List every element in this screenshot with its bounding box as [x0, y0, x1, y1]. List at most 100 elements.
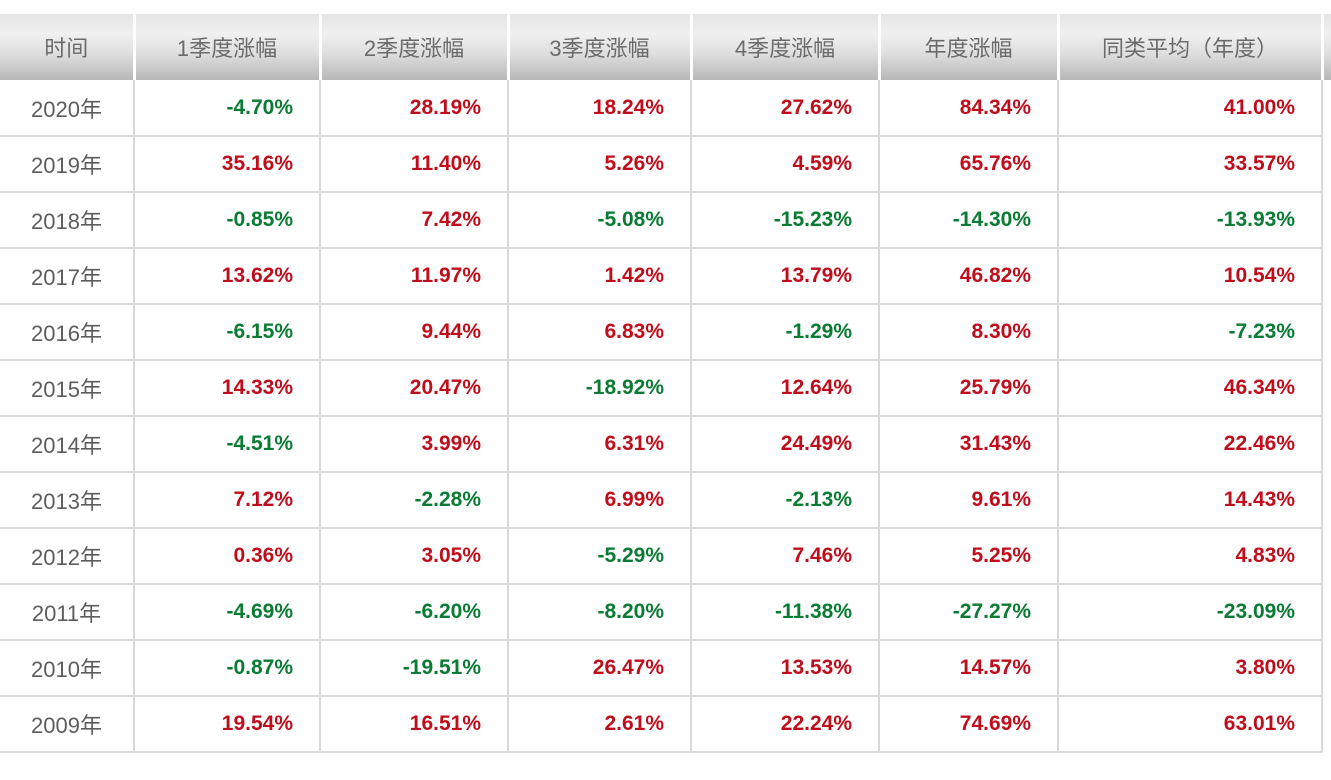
value-cell: 13.62%: [133, 247, 320, 304]
table-row: 2016年 -6.15% 9.44% 6.83% -1.29% 8.30% -7.23%: [0, 303, 1331, 360]
value-cell: 28.19%: [319, 80, 508, 136]
value-cell: 13.79%: [690, 247, 879, 304]
value-cell: 74.69%: [878, 695, 1058, 753]
value-cell: 10.54%: [1057, 247, 1322, 304]
value-cell: 8.30%: [878, 303, 1058, 360]
value-cell: 5.25%: [878, 527, 1058, 584]
value-cell: 31.43%: [878, 415, 1058, 472]
value-cell: -4.70%: [133, 80, 320, 136]
spacer-cell: [1321, 248, 1331, 304]
year-cell: 2012年: [0, 527, 134, 584]
value-cell: 84.34%: [878, 80, 1058, 136]
year-cell: 2015年: [0, 359, 134, 416]
spacer-cell: [1321, 136, 1331, 192]
value-cell: 7.46%: [690, 527, 879, 584]
spacer-cell: [1321, 472, 1331, 528]
value-cell: -14.30%: [878, 191, 1058, 248]
value-cell: 6.31%: [507, 415, 691, 472]
table-row: 2020年 -4.70% 28.19% 18.24% 27.62% 84.34% 41.00…: [0, 80, 1331, 136]
value-cell: 16.51%: [319, 695, 508, 753]
value-cell: -2.13%: [690, 471, 879, 528]
value-cell: -1.29%: [690, 303, 879, 360]
year-cell: 2020年: [0, 80, 134, 136]
value-cell: -18.92%: [507, 359, 691, 416]
column-header-3: 3季度涨幅: [506, 14, 691, 80]
value-cell: -6.20%: [319, 583, 508, 640]
value-cell: 3.99%: [319, 415, 508, 472]
column-header-4: 4季度涨幅: [689, 14, 879, 80]
spacer-cell: [1321, 80, 1331, 136]
spacer-cell: [1321, 416, 1331, 472]
value-cell: 13.53%: [690, 639, 879, 696]
value-cell: 6.83%: [507, 303, 691, 360]
value-cell: 1.42%: [507, 247, 691, 304]
value-cell: -15.23%: [690, 191, 879, 248]
value-cell: 4.59%: [690, 135, 879, 192]
year-cell: 2011年: [0, 583, 134, 640]
column-header-1: 1季度涨幅: [132, 14, 320, 80]
value-cell: 7.42%: [319, 191, 508, 248]
value-cell: 27.62%: [690, 80, 879, 136]
value-cell: -27.27%: [878, 583, 1058, 640]
value-cell: -11.38%: [690, 583, 879, 640]
value-cell: 3.05%: [319, 527, 508, 584]
year-cell: 2014年: [0, 415, 134, 472]
spacer-cell: [1321, 192, 1331, 248]
value-cell: 12.64%: [690, 359, 879, 416]
value-cell: 65.76%: [878, 135, 1058, 192]
value-cell: 26.47%: [507, 639, 691, 696]
value-cell: 2.61%: [507, 695, 691, 753]
value-cell: -7.23%: [1057, 303, 1322, 360]
value-cell: 14.33%: [133, 359, 320, 416]
table-row: 2018年 -0.85% 7.42% -5.08% -15.23% -14.30% -13.…: [0, 191, 1331, 248]
spacer-cell: [1321, 528, 1331, 584]
value-cell: -23.09%: [1057, 583, 1322, 640]
table-row: 2017年 13.62% 11.97% 1.42% 13.79% 46.82% 10.54%: [0, 247, 1331, 304]
value-cell: 6.99%: [507, 471, 691, 528]
value-cell: 46.82%: [878, 247, 1058, 304]
value-cell: 5.26%: [507, 135, 691, 192]
value-cell: 9.61%: [878, 471, 1058, 528]
spacer-cell: [1321, 304, 1331, 360]
value-cell: 22.46%: [1057, 415, 1322, 472]
value-cell: 33.57%: [1057, 135, 1322, 192]
table-row: 2019年 35.16% 11.40% 5.26% 4.59% 65.76% 33.57%: [0, 135, 1331, 192]
column-header-0: 时间: [0, 14, 134, 80]
value-cell: 14.43%: [1057, 471, 1322, 528]
value-cell: 14.57%: [878, 639, 1058, 696]
spacer-cell: [1321, 584, 1331, 640]
year-cell: 2018年: [0, 191, 134, 248]
value-cell: -4.69%: [133, 583, 320, 640]
year-cell: 2017年: [0, 247, 134, 304]
value-cell: 35.16%: [133, 135, 320, 192]
value-cell: 4.83%: [1057, 527, 1322, 584]
quarterly-returns-table: 时间 1季度涨幅 2季度涨幅 3季度涨幅 4季度涨幅 年度涨幅 同类平均（年度） 2020年…: [0, 14, 1331, 753]
column-header-spacer: [1320, 14, 1331, 80]
value-cell: -6.15%: [133, 303, 320, 360]
year-cell: 2016年: [0, 303, 134, 360]
table-row: 2012年 0.36% 3.05% -5.29% 7.46% 5.25% 4.83%: [0, 527, 1331, 584]
value-cell: -2.28%: [319, 471, 508, 528]
value-cell: -5.08%: [507, 191, 691, 248]
value-cell: 24.49%: [690, 415, 879, 472]
table-row: 2009年 19.54% 16.51% 2.61% 22.24% 74.69% 63.01%: [0, 695, 1331, 753]
table-row: 2014年 -4.51% 3.99% 6.31% 24.49% 31.43% 22.46%: [0, 415, 1331, 472]
column-header-5: 年度涨幅: [877, 14, 1058, 80]
year-cell: 2019年: [0, 135, 134, 192]
value-cell: 41.00%: [1057, 80, 1322, 136]
value-cell: 0.36%: [133, 527, 320, 584]
value-cell: 22.24%: [690, 695, 879, 753]
table-row: 2011年 -4.69% -6.20% -8.20% -11.38% -27.27% -23…: [0, 583, 1331, 640]
value-cell: 11.97%: [319, 247, 508, 304]
spacer-cell: [1321, 640, 1331, 696]
value-cell: -5.29%: [507, 527, 691, 584]
spacer-cell: [1321, 696, 1331, 752]
table-body: 2020年 -4.70% 28.19% 18.24% 27.62% 84.34% 41.00…: [0, 80, 1331, 753]
year-cell: 2009年: [0, 695, 134, 753]
spacer-cell: [1321, 360, 1331, 416]
table-row: 2013年 7.12% -2.28% 6.99% -2.13% 9.61% 14.43%: [0, 471, 1331, 528]
value-cell: -0.87%: [133, 639, 320, 696]
column-header-6: 同类平均（年度）: [1056, 14, 1322, 80]
value-cell: -19.51%: [319, 639, 508, 696]
value-cell: 25.79%: [878, 359, 1058, 416]
